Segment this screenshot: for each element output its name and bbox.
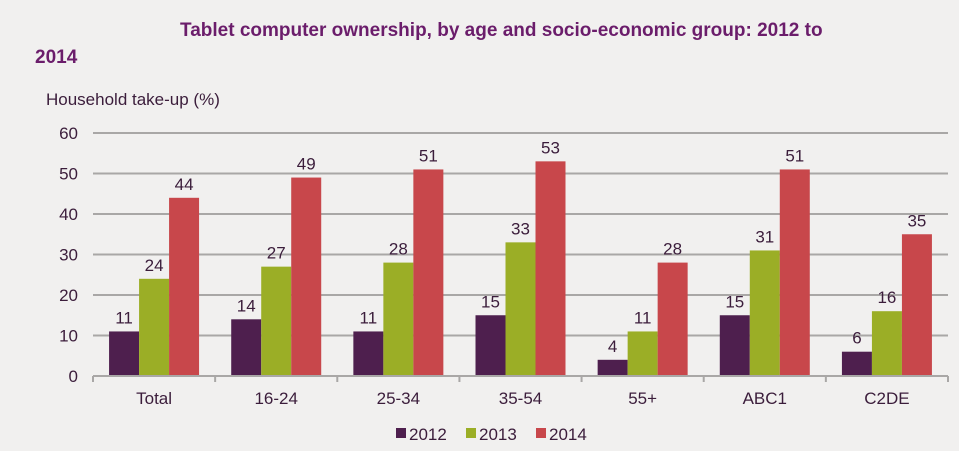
bar-2014 <box>901 234 932 376</box>
data-label: 4 <box>608 337 617 356</box>
data-label: 49 <box>297 155 316 174</box>
x-tick-label: 55+ <box>628 389 657 408</box>
bar-2014 <box>169 197 200 376</box>
data-label: 53 <box>541 138 560 157</box>
y-axis-label: Household take-up (%) <box>46 90 220 109</box>
data-label: 15 <box>481 292 500 311</box>
bar-2014 <box>657 262 688 376</box>
bar-2013 <box>505 242 536 376</box>
data-label: 51 <box>419 146 438 165</box>
data-label: 11 <box>634 308 652 327</box>
bar-2014 <box>413 169 444 376</box>
y-tick-label: 50 <box>59 165 78 184</box>
data-label: 16 <box>877 288 896 307</box>
chart-title-continued: 2014 <box>35 47 78 68</box>
bar-2012 <box>597 359 628 376</box>
y-tick-label: 60 <box>59 124 78 143</box>
x-tick-label: C2DE <box>864 389 909 408</box>
bar-2013 <box>383 262 414 376</box>
bar-2012 <box>109 331 140 376</box>
bar-2014 <box>779 169 810 376</box>
legend-swatch-2012 <box>396 428 406 438</box>
data-label: 28 <box>663 240 682 259</box>
data-label: 6 <box>852 329 861 348</box>
y-tick-label: 40 <box>59 205 78 224</box>
data-label: 14 <box>237 296 256 315</box>
bar-2013 <box>139 278 170 376</box>
bar-2014 <box>291 177 322 376</box>
bar-2013 <box>749 250 780 376</box>
x-tick-label: Total <box>136 389 172 408</box>
bar-2012 <box>231 319 262 376</box>
data-label: 51 <box>785 146 804 165</box>
x-tick-label: 35-54 <box>499 389 542 408</box>
bar-2014 <box>535 161 566 376</box>
bar-2012 <box>353 331 384 376</box>
data-label: 35 <box>907 211 926 230</box>
data-label: 24 <box>145 256 164 275</box>
y-tick-label: 20 <box>59 286 78 305</box>
legend-swatch-2013 <box>466 428 476 438</box>
data-label: 44 <box>175 175 194 194</box>
y-tick-label: 10 <box>59 327 78 346</box>
legend-swatch-2014 <box>536 428 546 438</box>
legend-label: 2013 <box>479 425 517 444</box>
x-tick-label: ABC1 <box>743 389 787 408</box>
legend-label: 2014 <box>549 425 587 444</box>
data-label: 31 <box>755 227 774 246</box>
data-label: 27 <box>267 244 286 263</box>
x-tick-label: 25-34 <box>377 389 420 408</box>
y-tick-label: 0 <box>69 367 78 386</box>
data-label: 11 <box>115 308 133 327</box>
bar-2012 <box>719 315 750 376</box>
legend-label: 2012 <box>409 425 447 444</box>
y-tick-label: 30 <box>59 246 78 265</box>
chart-title: Tablet computer ownership, by age and so… <box>180 20 823 41</box>
data-label: 28 <box>389 240 408 259</box>
bar-2012 <box>841 351 872 376</box>
data-label: 11 <box>360 308 378 327</box>
x-tick-label: 16-24 <box>254 389 297 408</box>
data-label: 15 <box>725 292 744 311</box>
bar-2013 <box>261 266 292 376</box>
bar-2013 <box>627 331 658 376</box>
bar-2012 <box>475 315 506 376</box>
bar-2013 <box>871 311 902 376</box>
data-label: 33 <box>511 219 530 238</box>
